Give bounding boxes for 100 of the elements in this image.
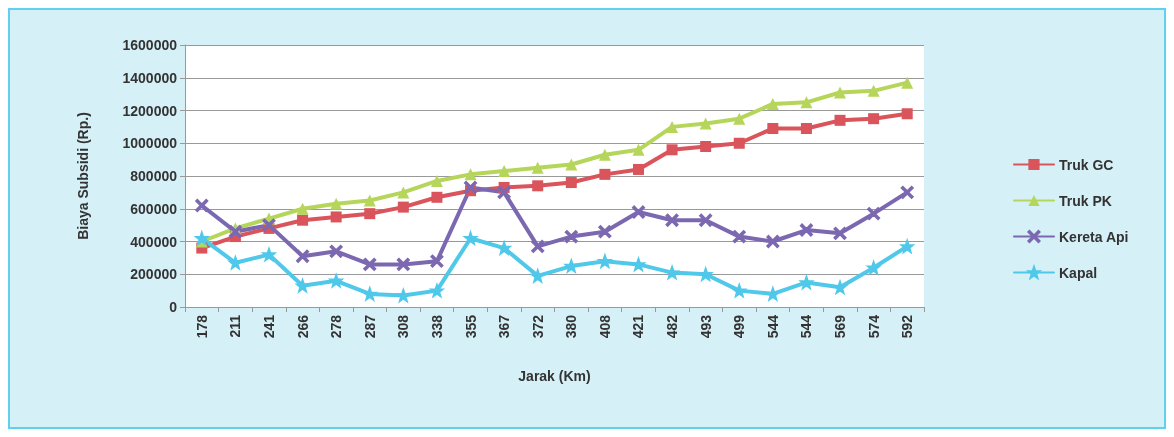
point xyxy=(329,244,343,258)
point xyxy=(364,208,376,220)
x-axis-title: Jarak (Km) xyxy=(518,368,591,384)
point xyxy=(363,194,376,207)
point xyxy=(228,225,242,239)
point xyxy=(700,141,712,153)
point xyxy=(330,211,342,223)
x-tick-label: 338 xyxy=(428,314,445,339)
legend-label: Truk GC xyxy=(1058,156,1114,173)
x-tick-label: 178 xyxy=(193,314,210,339)
point xyxy=(665,213,679,227)
legend-label: Kapal xyxy=(1058,264,1098,281)
point xyxy=(464,168,477,181)
point xyxy=(699,117,712,130)
x-tick-label: 592 xyxy=(899,314,916,339)
point xyxy=(767,123,779,135)
point xyxy=(699,267,713,281)
point xyxy=(564,230,578,244)
y-tick-label: 200000 xyxy=(130,266,178,283)
x-tick-label: 266 xyxy=(294,314,311,339)
y-tick-label: 600000 xyxy=(130,200,178,217)
point xyxy=(497,185,511,199)
point xyxy=(563,257,578,274)
point xyxy=(397,201,409,213)
point xyxy=(498,165,511,178)
y-tick-label: 0 xyxy=(169,299,178,315)
y-tick-label: 800000 xyxy=(130,168,178,184)
y-tick-label: 1600000 xyxy=(122,37,178,53)
point xyxy=(868,113,880,125)
x-tick-label: 421 xyxy=(630,314,647,339)
y-tick-label: 1200000 xyxy=(122,102,178,119)
point xyxy=(732,284,746,298)
x-tick-label: 569 xyxy=(832,314,849,339)
y-tick-label: 1400000 xyxy=(122,69,178,86)
point xyxy=(666,120,679,133)
point xyxy=(733,112,746,125)
point xyxy=(699,213,713,227)
point xyxy=(632,163,644,175)
point xyxy=(766,287,780,301)
point xyxy=(834,114,846,126)
point xyxy=(531,161,544,174)
point xyxy=(497,239,513,256)
y-axis-title: Biaya Subsidi (Rp.) xyxy=(75,112,91,240)
point xyxy=(598,148,611,161)
point xyxy=(396,257,410,271)
legend-label: Kereta Api xyxy=(1058,228,1129,245)
point xyxy=(901,76,914,89)
point xyxy=(632,143,645,156)
point xyxy=(296,249,310,263)
x-tick-label: 372 xyxy=(529,314,546,339)
point xyxy=(329,274,343,288)
point xyxy=(867,84,880,97)
x-tick-label: 544 xyxy=(764,314,781,339)
point xyxy=(766,235,780,248)
legend-label: Truk PK xyxy=(1058,192,1112,209)
y-tick-label: 1000000 xyxy=(122,135,178,152)
point xyxy=(464,180,478,194)
point xyxy=(631,205,645,219)
x-tick-label: 367 xyxy=(496,314,513,339)
point xyxy=(532,180,544,192)
point xyxy=(732,230,746,244)
point xyxy=(363,287,377,301)
point xyxy=(900,239,914,253)
point xyxy=(397,186,410,199)
point xyxy=(396,289,410,303)
point xyxy=(330,197,343,210)
point xyxy=(599,168,611,180)
point xyxy=(228,256,242,270)
point xyxy=(262,248,276,262)
point xyxy=(867,261,881,275)
point xyxy=(598,225,612,239)
x-tick-label: 287 xyxy=(361,314,378,339)
point xyxy=(531,239,545,253)
point xyxy=(834,86,847,99)
x-tick-label: 308 xyxy=(395,314,412,339)
x-tick-label: 499 xyxy=(731,314,748,339)
x-tick-label: 408 xyxy=(596,314,613,339)
x-tick-label: 544 xyxy=(798,314,815,339)
point xyxy=(733,137,745,149)
x-tick-label: 211 xyxy=(227,314,244,338)
y-tick-label: 400000 xyxy=(130,233,178,250)
point xyxy=(297,214,309,226)
point xyxy=(430,284,444,298)
point xyxy=(262,218,276,232)
x-tick-label: 482 xyxy=(664,314,681,339)
point xyxy=(195,198,209,212)
point xyxy=(296,279,310,293)
x-tick-label: 355 xyxy=(462,314,479,339)
point xyxy=(296,202,309,215)
x-tick-label: 241 xyxy=(260,314,277,339)
point xyxy=(799,275,813,289)
point xyxy=(565,177,577,189)
point xyxy=(430,174,443,187)
point xyxy=(565,158,578,171)
x-tick-label: 278 xyxy=(328,314,345,339)
point xyxy=(665,266,679,280)
point xyxy=(867,207,881,221)
point xyxy=(800,96,813,109)
point xyxy=(631,257,645,271)
point xyxy=(833,226,847,240)
